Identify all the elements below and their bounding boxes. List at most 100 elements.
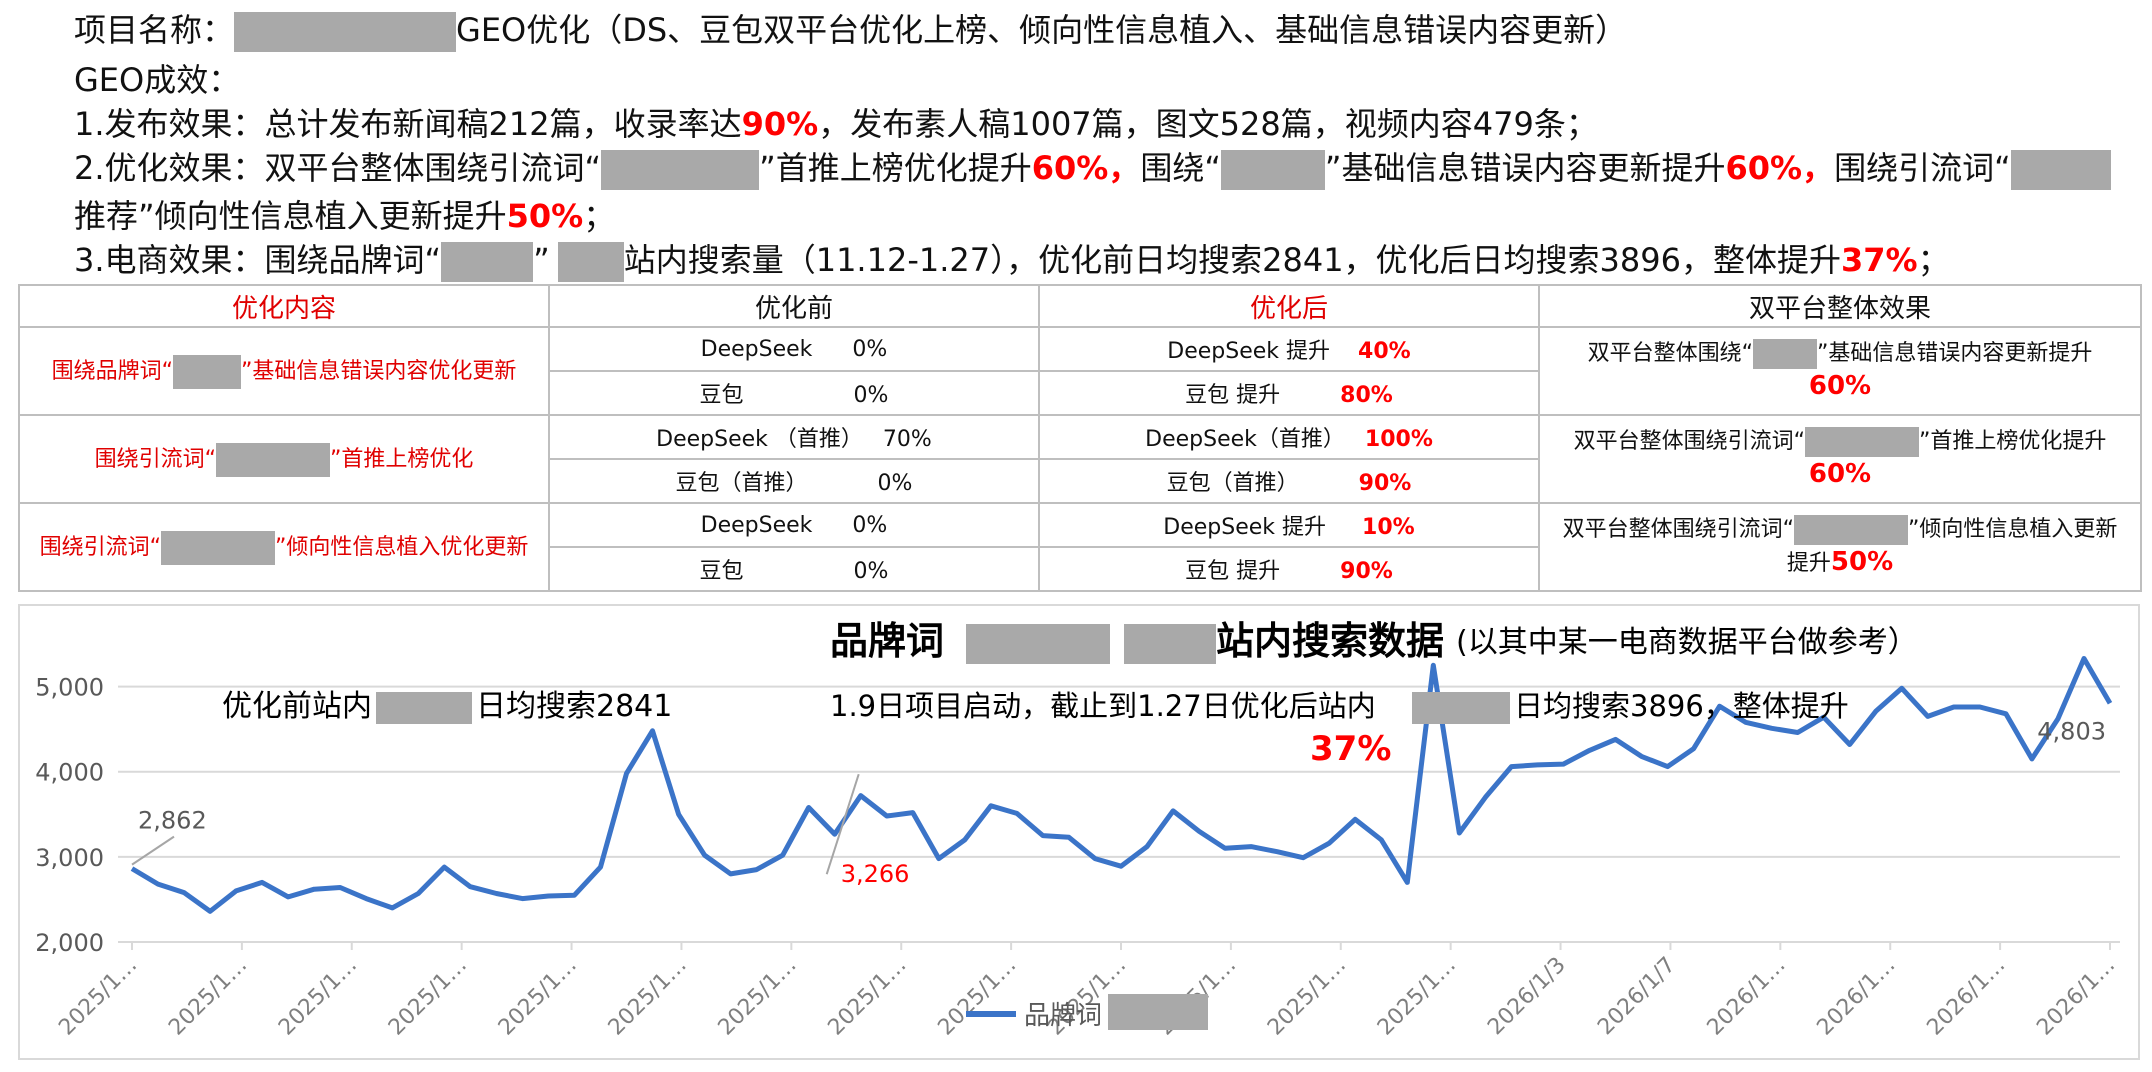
before-value: 0% [853, 559, 889, 584]
after-value: 40% [1358, 339, 1411, 364]
publish-effect-rate: 90% [741, 105, 819, 143]
before-value: 0% [852, 336, 888, 362]
after-label: DeepSeek 提升 [1163, 515, 1327, 540]
annotation-after-a: 1.9日项目启动，截止到1.27日优化后站内 [830, 689, 1376, 723]
before-cell: DeepSeek 0% [548, 502, 1040, 548]
x-tick-label: 2025/1… [274, 953, 362, 1041]
annotation-before-b: 日均搜索2841 [476, 689, 672, 724]
row-content-text: 围绕引流词“ [94, 447, 216, 472]
optimize-effect-line-2: 推荐”倾向性信息植入更新提升50%； [74, 196, 615, 236]
optimize-effect-pct-3: 50% [506, 197, 584, 235]
publish-effect-line: 1.发布效果：总计发布新闻稿212篇，收录率达90%，发布素人稿1007篇，图文… [74, 104, 1598, 144]
x-tick-label: 2026/1… [1922, 953, 2010, 1041]
before-value: 0% [853, 383, 889, 408]
row-content-text: 围绕品牌词“ [51, 359, 173, 384]
after-value: 100% [1364, 427, 1433, 452]
before-label: DeepSeek [700, 336, 813, 362]
before-cell: 豆包（首推） 0% [548, 458, 1040, 504]
x-tick-label: 2025/1… [1263, 953, 1351, 1041]
table-row: 围绕引流词“ ”首推上榜优化 DeepSeek （首推） 70% DeepSeek（… [18, 414, 2142, 504]
x-tick-label: 2026/1… [2032, 953, 2120, 1041]
ecommerce-effect-text-2: 站内搜索量（11.12-1.27），优化前日均搜索2841，优化后日均搜索389… [623, 241, 1841, 279]
after-cell: DeepSeek 提升 40% [1038, 326, 1540, 372]
before-value: 0% [852, 512, 888, 538]
effect-pct: 60% [1808, 371, 1872, 401]
optimize-effect-line: 2.优化效果：双平台整体围绕引流词“ ”首推上榜优化提升60%，围绕“ ”基础信息错… [74, 148, 2111, 190]
after-cell: 豆包（首推） 90% [1038, 458, 1540, 504]
effect-text-3: 提升 [1786, 551, 1831, 576]
effect-text-2: ”首推上榜优化提升 [1919, 429, 2107, 454]
effect-cell: 双平台整体围绕引流词“ ”首推上榜优化提升 60% [1538, 414, 2142, 504]
before-cell: DeepSeek 0% [548, 326, 1040, 372]
y-tick-label: 2,000 [35, 929, 104, 957]
ecommerce-effect-pct: 37% [1841, 241, 1918, 279]
annotation-before-a: 优化前站内 [222, 689, 372, 724]
x-tick-label: 2025/1… [54, 953, 142, 1041]
x-tick-label: 2025/1… [604, 953, 692, 1041]
geo-effect-title-text: GEO成效： [74, 61, 241, 99]
x-tick-label: 2026/1/7 [1593, 953, 1681, 1041]
redacted-block [161, 531, 275, 565]
before-label: 豆包（首推） [675, 471, 808, 496]
publish-effect-text: 1.发布效果：总计发布新闻稿212篇，收录率达 [74, 105, 742, 143]
effect-pct: 60% [1808, 459, 1872, 489]
project-name-description: GEO优化（DS、豆包双平台优化上榜、倾向性信息植入、基础信息错误内容更新） [456, 11, 1628, 49]
x-tick-label: 2025/1… [494, 953, 582, 1041]
optimize-effect-text-2: ”首推上榜优化提升 [759, 149, 1032, 187]
chart-title-c: (以其中某一电商数据平台做参考） [1456, 625, 1918, 660]
effect-pct: 50% [1830, 547, 1894, 577]
chart-title-b: 站内搜索数据 [1216, 619, 1444, 663]
effect-text: 双平台整体围绕“ [1587, 341, 1753, 366]
x-tick-label: 2025/1… [384, 953, 472, 1041]
before-label: 豆包 [699, 559, 744, 584]
after-value: 90% [1358, 471, 1412, 496]
row-content-text-2: ”首推上榜优化 [330, 447, 474, 472]
table-row: 围绕品牌词“ ”基础信息错误内容优化更新 DeepSeek 0% DeepSeek … [18, 326, 2142, 416]
row-content: 围绕引流词“ ”倾向性信息植入优化更新 [18, 502, 550, 592]
row-content-text-2: ”倾向性信息植入优化更新 [275, 535, 529, 560]
header-after: 优化后 [1038, 284, 1540, 328]
effect-text: 双平台整体围绕引流词“ [1562, 517, 1794, 542]
annotation-after-b: 日均搜索3896，整体提升 [1514, 689, 1849, 723]
header-effect: 双平台整体效果 [1538, 284, 2142, 328]
chart-area: 2,000 3,000 4,000 5,000 2025/1… 2025/1… 2025/… [18, 604, 2140, 1060]
before-value: 70% [882, 427, 932, 452]
chart-title-a: 品牌词 [830, 619, 944, 663]
optimize-effect-pct-1: 60%， [1031, 149, 1141, 187]
ecommerce-effect-end: ； [1917, 241, 1950, 279]
redacted-block [557, 242, 624, 282]
effect-text-2: ”基础信息错误内容更新提升 [1817, 341, 2093, 366]
row-content: 围绕品牌词“ ”基础信息错误内容优化更新 [18, 326, 550, 416]
after-label: DeepSeek（首推） [1145, 427, 1345, 452]
before-cell: 豆包 0% [548, 370, 1040, 416]
optimize-effect-text-4: ”基础信息错误内容更新提升 [1324, 149, 1726, 187]
leader-line [131, 835, 175, 866]
before-label: 豆包 [699, 383, 744, 408]
redacted-block [216, 443, 330, 477]
optimize-effect-pct-2: 60%， [1725, 149, 1835, 187]
optimize-effect-text-6: 推荐”倾向性信息植入更新提升 [74, 197, 507, 235]
redacted-block [441, 242, 534, 282]
after-value: 10% [1362, 515, 1415, 540]
after-label: 豆包（首推） [1166, 471, 1299, 496]
after-label: 豆包 提升 [1185, 559, 1281, 584]
row-content-text: 围绕引流词“ [39, 535, 161, 560]
y-tick-label: 3,000 [35, 844, 104, 872]
effect-cell: 双平台整体围绕引流词“ ”倾向性信息植入更新提升50% [1538, 502, 2142, 592]
after-cell: 豆包 提升 80% [1038, 370, 1540, 416]
effect-text: 双平台整体围绕引流词“ [1573, 429, 1805, 454]
redacted-block [173, 355, 241, 389]
before-label: DeepSeek （首推） [656, 427, 863, 452]
effect-text-2: ”倾向性信息植入更新 [1908, 517, 2118, 542]
before-cell: DeepSeek （首推） 70% [548, 414, 1040, 460]
redacted-block [1108, 994, 1208, 1030]
leader-line [825, 773, 860, 875]
x-tick-label: 2025/1… [823, 953, 911, 1041]
annotation-after-pct: 37% [1310, 729, 1391, 769]
optimize-effect-text-5: 围绕引流词“ [1834, 149, 2011, 187]
header-before: 优化前 [548, 284, 1040, 328]
x-tick-label: 2025/1… [1373, 953, 1461, 1041]
y-axis: 2,000 3,000 4,000 5,000 [35, 674, 104, 957]
optimize-effect-text: 2.优化效果：双平台整体围绕引流词“ [74, 149, 602, 187]
